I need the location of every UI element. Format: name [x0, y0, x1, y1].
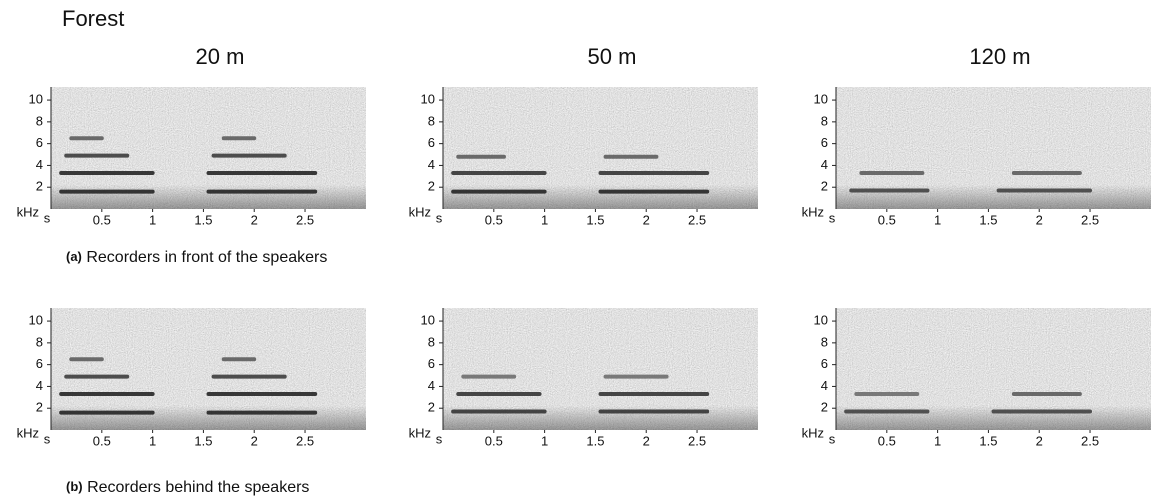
- y-tick-label: 8: [36, 113, 43, 128]
- y-tick-label: 4: [36, 378, 43, 393]
- x-axis-label: s: [436, 210, 443, 225]
- x-tick-label: 2: [643, 212, 650, 227]
- x-tick-label: 2: [1036, 433, 1043, 448]
- x-tick-label: 2.5: [296, 212, 314, 227]
- x-tick-label: 1: [934, 212, 941, 227]
- y-tick-label: 6: [821, 356, 828, 371]
- caption-text: Recorders in front of the speakers: [86, 249, 327, 266]
- y-tick-label: 2: [36, 400, 43, 415]
- y-tick-label: 10: [421, 313, 435, 328]
- x-axis-label: s: [829, 210, 836, 225]
- y-tick-label: 10: [29, 92, 43, 107]
- x-tick-label: 1: [541, 212, 548, 227]
- x-tick-label: 2.5: [296, 433, 314, 448]
- y-tick-label: 4: [36, 157, 43, 172]
- x-axis-label: s: [44, 210, 51, 225]
- x-tick-label: 1.5: [979, 212, 997, 227]
- x-tick-label: 2: [1036, 212, 1043, 227]
- y-axis-label: kHz: [802, 204, 824, 219]
- y-axis-label: kHz: [409, 425, 431, 440]
- x-tick-label: 2: [643, 433, 650, 448]
- caption-text: Recorders behind the speakers: [87, 479, 309, 496]
- y-tick-label: 4: [821, 157, 828, 172]
- y-tick-label: 2: [821, 400, 828, 415]
- x-tick-label: 2.5: [688, 212, 706, 227]
- x-tick-label: 2.5: [688, 433, 706, 448]
- y-tick-label: 2: [821, 179, 828, 194]
- x-tick-label: 2.5: [1081, 433, 1099, 448]
- x-tick-label: 1.5: [586, 212, 604, 227]
- x-tick-label: 1.5: [194, 433, 212, 448]
- y-tick-label: 8: [821, 334, 828, 349]
- x-axis-label: s: [436, 431, 443, 446]
- y-tick-label: 10: [814, 92, 828, 107]
- y-tick-label: 4: [428, 378, 435, 393]
- x-tick-label: 0.5: [878, 212, 896, 227]
- spectrogram-floor: [51, 308, 366, 430]
- x-axis-label: s: [829, 431, 836, 446]
- caption-tag: (a): [66, 249, 82, 264]
- y-tick-label: 8: [36, 334, 43, 349]
- y-axis-label: kHz: [17, 204, 39, 219]
- x-tick-label: 1: [149, 212, 156, 227]
- x-tick-label: 2.5: [1081, 212, 1099, 227]
- y-tick-label: 8: [428, 113, 435, 128]
- x-tick-label: 1.5: [586, 433, 604, 448]
- y-tick-label: 6: [36, 135, 43, 150]
- y-tick-label: 6: [821, 135, 828, 150]
- x-tick-label: 1: [541, 433, 548, 448]
- x-tick-label: 1.5: [194, 212, 212, 227]
- x-tick-label: 2: [251, 212, 258, 227]
- x-tick-label: 0.5: [485, 212, 503, 227]
- y-axis-label: kHz: [17, 425, 39, 440]
- y-tick-label: 10: [421, 92, 435, 107]
- y-axis-label: kHz: [802, 425, 824, 440]
- y-axis-label: kHz: [409, 204, 431, 219]
- figure-title: Forest: [62, 6, 124, 31]
- caption: (b) Recorders behind the speakers: [66, 479, 309, 496]
- caption-tag: (b): [66, 479, 83, 494]
- caption: (a) Recorders in front of the speakers: [66, 249, 327, 266]
- x-tick-label: 1: [934, 433, 941, 448]
- column-title: 50 m: [588, 44, 637, 69]
- x-tick-label: 2: [251, 433, 258, 448]
- x-axis-label: s: [44, 431, 51, 446]
- x-tick-label: 0.5: [485, 433, 503, 448]
- y-tick-label: 2: [428, 179, 435, 194]
- column-title: 120 m: [969, 44, 1030, 69]
- spectrogram-floor: [51, 87, 366, 209]
- spectrogram-floor: [443, 87, 758, 209]
- y-tick-label: 10: [814, 313, 828, 328]
- y-tick-label: 6: [428, 356, 435, 371]
- y-tick-label: 4: [428, 157, 435, 172]
- y-tick-label: 6: [428, 135, 435, 150]
- y-tick-label: 2: [428, 400, 435, 415]
- x-tick-label: 0.5: [93, 433, 111, 448]
- x-tick-label: 1: [149, 433, 156, 448]
- x-tick-label: 0.5: [878, 433, 896, 448]
- y-tick-label: 4: [821, 378, 828, 393]
- x-tick-label: 0.5: [93, 212, 111, 227]
- y-tick-label: 8: [821, 113, 828, 128]
- y-tick-label: 10: [29, 313, 43, 328]
- column-title: 20 m: [196, 44, 245, 69]
- x-tick-label: 1.5: [979, 433, 997, 448]
- y-tick-label: 8: [428, 334, 435, 349]
- y-tick-label: 6: [36, 356, 43, 371]
- y-tick-label: 2: [36, 179, 43, 194]
